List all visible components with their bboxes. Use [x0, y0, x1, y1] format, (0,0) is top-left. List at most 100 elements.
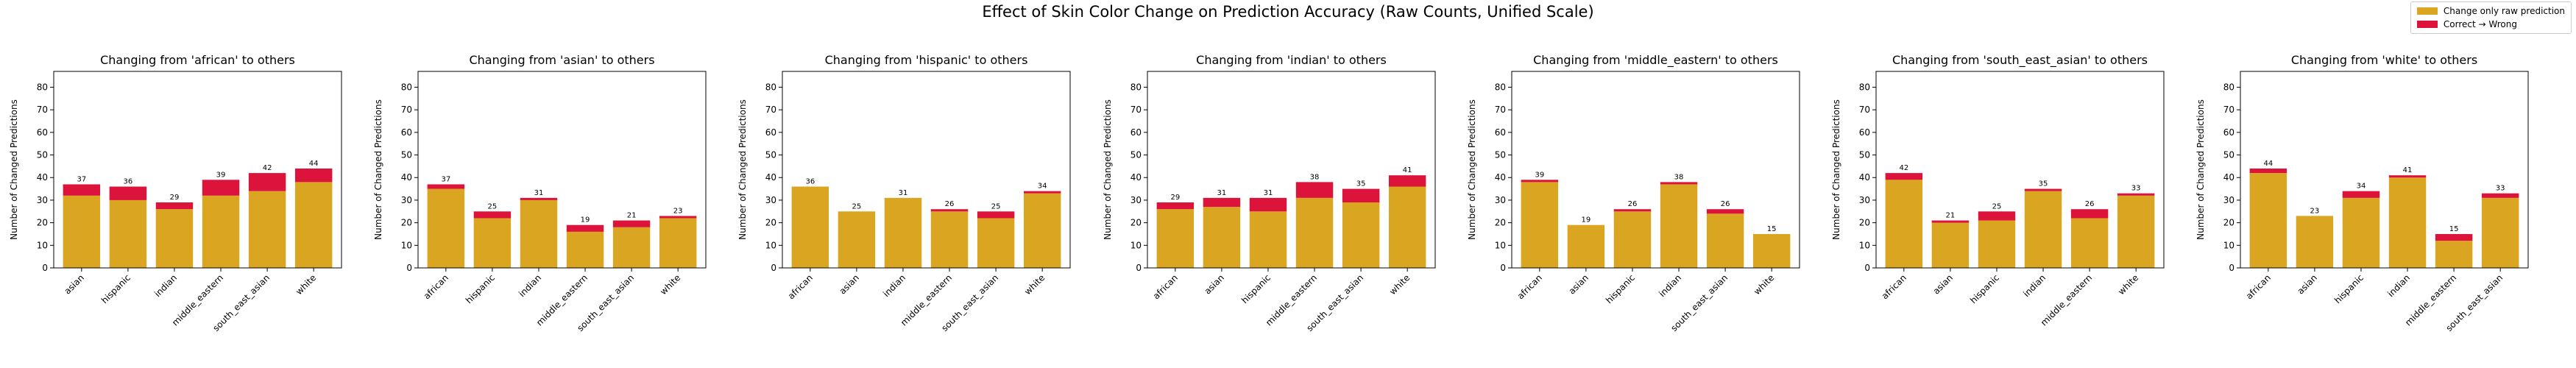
- legend-label-raw: Change only raw prediction: [2443, 6, 2565, 16]
- bar-raw-change: [2117, 195, 2155, 268]
- bar-total-label: 21: [1946, 212, 1956, 220]
- y-tick-label: 80: [1130, 82, 1142, 92]
- bar-correct-to-wrong: [109, 186, 147, 200]
- x-tick-label: asian: [1567, 272, 1590, 296]
- bar-raw-change: [1931, 222, 1970, 268]
- bar-total-label: 42: [263, 164, 272, 172]
- bar-raw-change: [294, 182, 333, 268]
- bar-raw-change: [1203, 207, 1241, 268]
- y-tick-label: 60: [1859, 127, 1870, 138]
- bar-correct-to-wrong: [427, 184, 465, 189]
- y-axis-label: Number of Changed Predictions: [737, 99, 748, 240]
- bar-correct-to-wrong: [1706, 209, 1744, 214]
- y-tick-label: 50: [1130, 150, 1142, 160]
- subplot-title: Changing from 'indian' to others: [1196, 53, 1387, 67]
- y-tick-label: 20: [1130, 218, 1142, 228]
- bar-total-label: 39: [216, 171, 226, 179]
- y-axis-label: Number of Changed Predictions: [1831, 99, 1841, 240]
- x-tick-label: indian: [2385, 272, 2412, 299]
- y-tick-label: 70: [2223, 105, 2234, 115]
- y-tick-label: 70: [1130, 105, 1142, 115]
- y-tick-label: 80: [37, 82, 48, 92]
- bar-raw-change: [2296, 216, 2334, 268]
- bar-correct-to-wrong: [1023, 191, 1061, 194]
- bar-correct-to-wrong: [1295, 182, 1334, 198]
- y-tick-label: 60: [765, 127, 776, 138]
- bar-correct-to-wrong: [2342, 191, 2380, 198]
- x-tick-label: hispanic: [1968, 272, 2001, 305]
- bar-total-label: 35: [1356, 180, 1366, 188]
- bar-correct-to-wrong: [2481, 193, 2519, 198]
- bar-total-label: 19: [1582, 216, 1591, 224]
- subplot-1: Changing from 'african' to others Number …: [9, 53, 342, 333]
- bar-correct-to-wrong: [1931, 220, 1970, 223]
- x-tick-label: white: [1387, 272, 1412, 297]
- bar-correct-to-wrong: [473, 211, 512, 219]
- plot-frame: [2240, 71, 2529, 269]
- x-tick-label: african: [1515, 272, 1544, 301]
- y-axis-label: Number of Changed Predictions: [373, 99, 383, 240]
- bar-raw-change: [1388, 186, 1426, 268]
- bar-raw-change: [884, 197, 922, 268]
- bar-total-label: 26: [1628, 200, 1638, 208]
- y-tick-label: 30: [1495, 195, 1506, 205]
- y-axis-label: Number of Changed Predictions: [2195, 99, 2206, 240]
- y-tick-label: 60: [1495, 127, 1506, 138]
- bar-correct-to-wrong: [1388, 175, 1426, 187]
- y-tick-label: 30: [401, 195, 412, 205]
- x-tick-label: indian: [152, 272, 179, 299]
- x-tick-label: hispanic: [1604, 272, 1637, 305]
- bar-total-label: 23: [2310, 207, 2320, 215]
- x-tick-label: white: [1752, 272, 1776, 297]
- y-tick-label: 80: [2223, 82, 2234, 92]
- subplot-4: Changing from 'indian' to others Number o…: [1103, 53, 1436, 333]
- plot-frame: [782, 71, 1071, 269]
- y-tick-label: 40: [765, 172, 776, 183]
- legend-swatch-raw: [2416, 7, 2438, 15]
- bar-raw-change: [1885, 180, 1923, 268]
- x-tick-label: african: [1151, 272, 1180, 301]
- bar-total-label: 31: [899, 189, 908, 197]
- bar-correct-to-wrong: [155, 202, 194, 210]
- y-tick-label: 50: [1495, 150, 1506, 160]
- legend-swatch-correct-wrong: [2416, 21, 2438, 28]
- bar-raw-change: [977, 218, 1015, 268]
- y-axis-label: Number of Changed Predictions: [1467, 99, 1477, 240]
- bar-correct-to-wrong: [2249, 168, 2287, 174]
- subplot-title: Changing from 'south_east_asian' to othe…: [1892, 53, 2148, 68]
- bar-raw-change: [473, 218, 512, 268]
- bar-raw-change: [1706, 213, 1744, 268]
- bar-raw-change: [1978, 220, 2016, 268]
- bar-correct-to-wrong: [2070, 209, 2109, 219]
- legend-label-correct-wrong: Correct → Wrong: [2443, 19, 2517, 29]
- subplot-title: Changing from 'middle_eastern' to others: [1533, 53, 1778, 68]
- bar-total-label: 38: [1310, 173, 1320, 181]
- bar-correct-to-wrong: [294, 168, 333, 183]
- x-tick-label: asian: [1931, 272, 1955, 296]
- bar-raw-change: [427, 188, 465, 268]
- y-tick-label: 50: [401, 150, 412, 160]
- y-tick-label: 10: [2223, 240, 2234, 250]
- subplot-3: Changing from 'hispanic' to others Number…: [737, 53, 1071, 333]
- bar-correct-to-wrong: [2024, 188, 2062, 191]
- x-tick-label: white: [294, 272, 318, 297]
- subplot-5: Changing from 'middle_eastern' to others…: [1467, 53, 1800, 333]
- bar-total-label: 41: [1403, 166, 1412, 174]
- bar-total-label: 35: [2039, 180, 2048, 188]
- bar-total-label: 26: [1721, 200, 1730, 208]
- y-tick-label: 80: [401, 82, 412, 92]
- bar-total-label: 44: [309, 160, 319, 168]
- bar-correct-to-wrong: [977, 211, 1015, 219]
- y-tick-label: 50: [37, 150, 48, 160]
- bar-correct-to-wrong: [2117, 193, 2155, 196]
- plot-frame: [417, 71, 707, 269]
- y-tick-label: 0: [1864, 263, 1870, 273]
- x-tick-label: african: [2244, 272, 2273, 301]
- bar-correct-to-wrong: [63, 184, 101, 196]
- bar-raw-change: [838, 211, 876, 268]
- y-tick-label: 10: [37, 240, 48, 250]
- x-tick-label: african: [1880, 272, 1908, 301]
- x-tick-label: asian: [1203, 272, 1226, 296]
- y-tick-label: 10: [1495, 240, 1506, 250]
